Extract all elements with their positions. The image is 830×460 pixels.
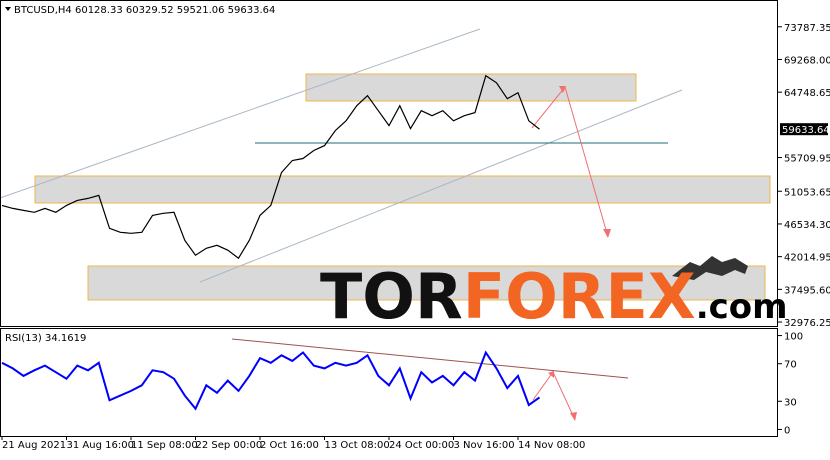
y-tick-label: 73787.35 [784, 23, 830, 34]
y-tick-label: 55709.95 [784, 154, 830, 165]
x-tick-label: 14 Nov 08:00 [518, 440, 585, 451]
y-tick-label: 0 [784, 425, 790, 436]
x-tick-label: 31 Aug 16:00 [67, 440, 134, 451]
forecast-arrow [531, 85, 609, 238]
y-tick-label: 32976.25 [784, 318, 830, 329]
x-tick-label: 11 Sep 08:00 [131, 440, 198, 451]
price-tag [780, 123, 828, 136]
x-tick-label: 13 Oct 08:00 [325, 440, 390, 451]
channel-line [0, 28, 481, 199]
resistance-zone [305, 73, 637, 102]
price-line [1, 350, 541, 411]
x-tick-label: 3 Nov 16:00 [454, 440, 515, 451]
watermark-part: .com [696, 287, 788, 327]
annotations [0, 28, 771, 421]
price-line [1, 74, 540, 260]
rsi-title: RSI(13) 34.1619 [5, 333, 86, 344]
rsi-trend-line [231, 338, 629, 379]
y-tick-label: 37495.60 [784, 285, 830, 296]
channel-line [199, 89, 683, 283]
x-tick-label: 21 Aug 2021 [2, 440, 66, 451]
y-tick-label: 42014.95 [784, 253, 830, 264]
chart-title: BTCUSD,H4 60128.33 60329.52 59521.06 596… [14, 5, 275, 16]
arrow-head [548, 371, 577, 421]
support-zone [87, 265, 766, 301]
watermark-part: TOR [320, 260, 463, 333]
watermark: TORFOREX.com [320, 260, 788, 333]
x-tick-label: 2 Oct 16:00 [260, 440, 319, 451]
x-tick-label: 24 Oct 00:00 [389, 440, 454, 451]
y-tick-label: 70 [784, 360, 797, 371]
rsi-panel-frame [0, 328, 778, 437]
watermark-part: FOREX [463, 260, 696, 333]
symbol-marker [5, 7, 11, 11]
y-tick-label: 46534.30 [784, 220, 830, 231]
main-panel-frame [0, 0, 778, 327]
arrow-head [559, 86, 611, 238]
y-tick-label: 30 [784, 397, 797, 408]
y-tick-label: 100 [784, 332, 803, 343]
y-tick-label: 64748.65 [784, 88, 830, 99]
support-zone [34, 175, 771, 204]
rsi-forecast-arrow [532, 371, 576, 421]
price-tag-label: 59633.64 [782, 125, 830, 136]
y-tick-label: 51053.65 [784, 187, 830, 198]
x-tick-label: 22 Sep 00:00 [196, 440, 263, 451]
y-tick-label: 69268.00 [784, 55, 830, 66]
bull-logo [672, 256, 748, 280]
